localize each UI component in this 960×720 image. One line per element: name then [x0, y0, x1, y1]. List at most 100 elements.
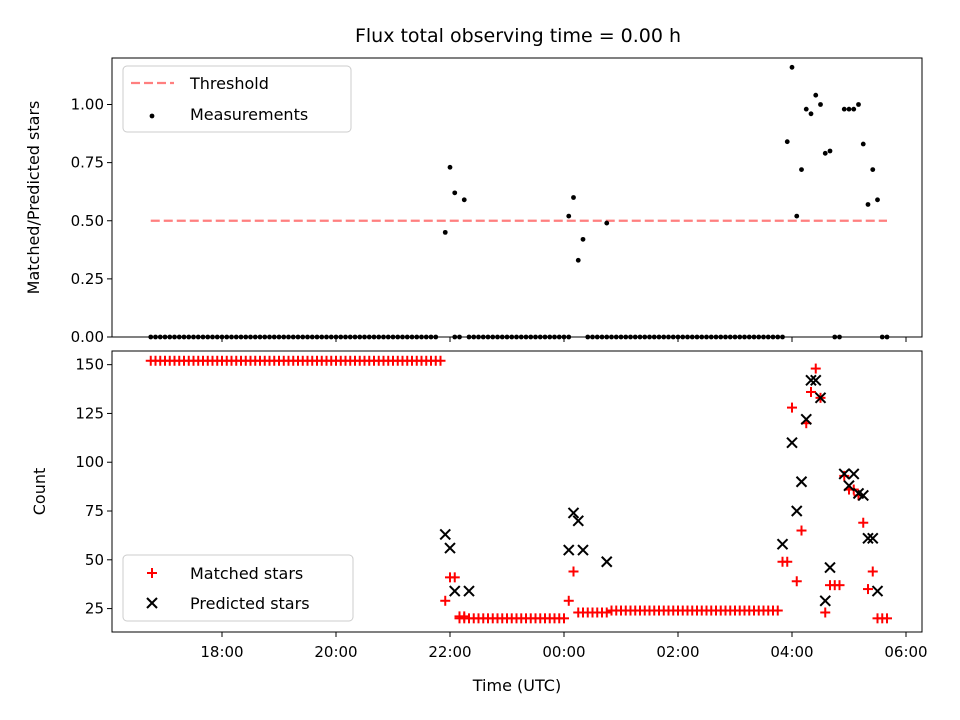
top-legend: Threshold Measurements	[122, 65, 352, 133]
predicted-star-marker	[444, 542, 456, 554]
x-b	[786, 437, 798, 449]
predicted-star-marker	[601, 556, 613, 568]
measurement-point	[860, 141, 866, 147]
legend-threshold-label: Threshold	[189, 74, 269, 93]
predicted-star-marker	[800, 413, 812, 426]
top-ytick-label: 1.00	[71, 96, 104, 114]
x-b	[862, 532, 874, 545]
predicted-star-marker	[439, 528, 451, 541]
x-b	[567, 507, 580, 519]
predicted-star-marker	[795, 476, 808, 488]
matched-star-marker	[459, 611, 470, 622]
chart-title: Flux total observing time = 0.00 h	[355, 25, 681, 47]
measurement-point	[575, 257, 581, 263]
bottom-panel: 25 50 75 100 125 150 18:00 20:00 22:00 00:00 02:00…	[30, 350, 928, 695]
bottom-ytick-label: 50	[85, 551, 104, 569]
x-b	[843, 479, 855, 492]
top-ytick-label: 0.25	[71, 270, 104, 288]
measurement-point	[846, 106, 852, 112]
measurement-point	[870, 167, 876, 173]
x-b	[795, 476, 808, 488]
x-b	[852, 487, 865, 500]
matched-star-marker	[834, 580, 845, 591]
measurement-point	[789, 64, 795, 70]
x-b	[814, 392, 827, 404]
predicted-star-marker	[463, 585, 475, 597]
measurement-point	[604, 220, 610, 226]
x-b	[810, 374, 822, 386]
measurement-point	[841, 106, 847, 112]
predicted-star-marker	[871, 585, 884, 597]
predicted-star-marker	[814, 392, 827, 404]
bottom-xtick-label: 00:00	[542, 643, 585, 661]
matched-star-marker	[820, 607, 831, 618]
matched-star-marker	[867, 566, 878, 577]
predicted-star-marker	[146, 597, 158, 609]
measurement-point	[865, 202, 871, 207]
predicted-star-marker	[862, 532, 874, 545]
legend-matched-label: Matched stars	[190, 564, 303, 583]
matched-star-marker	[449, 572, 460, 583]
predicted-star-marker	[449, 585, 461, 597]
bottom-xtick-label: 18:00	[200, 643, 243, 661]
predicted-star-marker	[572, 515, 584, 527]
measurement-point	[818, 102, 823, 107]
measurement-point	[813, 92, 819, 98]
predicted-star-marker	[843, 479, 855, 492]
x-b	[819, 595, 831, 607]
top-axes-frame	[111, 57, 923, 338]
matched-star-marker	[601, 607, 612, 618]
matched-star-marker	[787, 402, 797, 413]
top-ytick-label: 0.75	[71, 154, 104, 172]
measurement-point	[784, 139, 790, 145]
bottom-xtick-label: 20:00	[314, 643, 357, 661]
bottom-legend-box	[122, 554, 354, 622]
matched-star-marker	[806, 386, 816, 397]
measurement-point	[447, 164, 453, 170]
x-b	[439, 528, 451, 541]
measurement-point	[571, 195, 576, 200]
bottom-axes-frame	[111, 350, 923, 633]
x-b	[867, 532, 879, 545]
matched-star-marker	[435, 355, 446, 366]
x-b	[449, 585, 461, 597]
x-b	[463, 585, 475, 597]
measurement-point	[799, 167, 804, 173]
predicted-star-marker	[776, 538, 789, 550]
matched-star-marker	[839, 470, 850, 481]
x-b	[800, 413, 812, 426]
top-legend-box	[122, 65, 352, 133]
legend-predicted-label: Predicted stars	[190, 594, 310, 613]
matched-star-marker	[791, 576, 802, 587]
matched-star-marker	[863, 584, 873, 595]
bottom-legend: Matched stars Predicted stars	[122, 554, 354, 622]
predicted-star-marker	[791, 505, 803, 517]
bottom-ytick-label: 125	[75, 404, 104, 422]
x-b	[848, 468, 860, 480]
measurement-point	[808, 111, 814, 117]
matched-star-marker	[810, 363, 821, 374]
measurement-point	[580, 236, 586, 242]
matched-star-marker	[796, 525, 807, 536]
x-b	[791, 505, 803, 517]
bottom-ytick-label: 25	[85, 600, 104, 618]
measurement-point	[856, 102, 861, 107]
predicted-star-marker	[838, 468, 850, 480]
x-b	[824, 561, 836, 574]
predicted-star-marker	[867, 532, 879, 545]
x-b	[857, 489, 869, 502]
measurement-point	[794, 213, 800, 219]
xlabel: Time (UTC)	[472, 676, 561, 695]
bottom-xtick-label: 02:00	[656, 643, 699, 661]
bottom-xtick-label: 06:00	[884, 643, 927, 661]
top-panel: 0.00 0.25 0.50 0.75 1.00 Matched/Predicted st…	[24, 57, 923, 346]
x-b	[563, 544, 575, 556]
bottom-ytick-label: 150	[75, 356, 104, 374]
matched-star-marker	[772, 605, 783, 616]
predicted-star-marker	[848, 468, 860, 480]
measurement-point	[875, 197, 880, 203]
bottom-ytick-label: 75	[85, 502, 104, 520]
bottom-xtick-label: 04:00	[770, 643, 813, 661]
x-b	[146, 597, 158, 609]
